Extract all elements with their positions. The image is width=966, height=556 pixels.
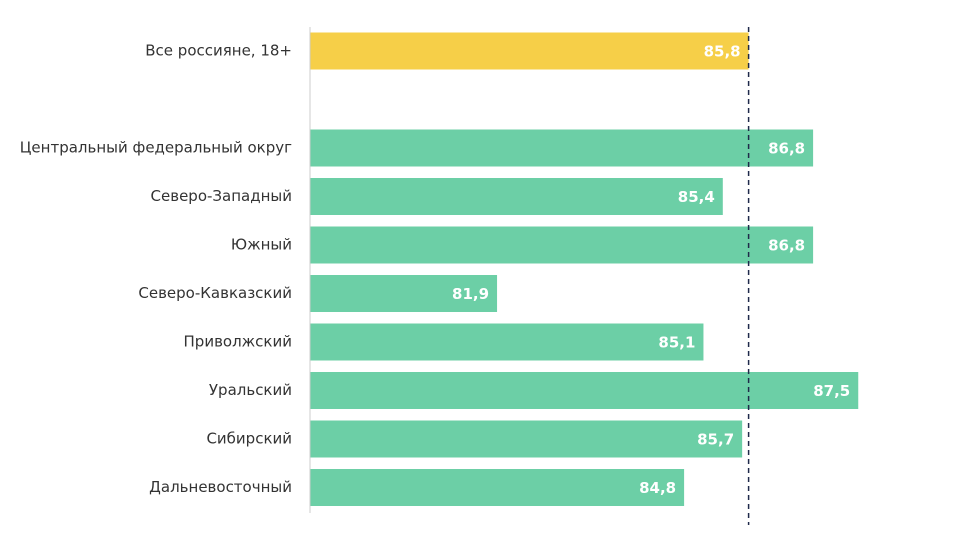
bar [310, 275, 498, 312]
category-label: Северо-Кавказский [138, 284, 292, 302]
category-label: Южный [231, 236, 292, 254]
category-label: Сибирский [206, 430, 292, 448]
bar [310, 178, 723, 215]
category-label: Приволжский [184, 333, 292, 351]
bar [310, 226, 814, 264]
bar [310, 323, 704, 361]
bar [310, 372, 859, 409]
value-label: 85,7 [697, 431, 734, 449]
category-label: Центральный федеральный округ [20, 139, 292, 157]
bar [310, 469, 685, 506]
value-label: 87,5 [813, 382, 850, 400]
value-label: 85,1 [658, 334, 695, 352]
category-label: Уральский [209, 381, 292, 399]
value-label: 84,8 [639, 479, 676, 497]
category-label: Все россияне, 18+ [145, 42, 292, 60]
value-label: 85,8 [704, 43, 741, 61]
value-label: 86,8 [768, 140, 805, 158]
category-label: Северо-Западный [151, 187, 292, 205]
bar [310, 420, 743, 458]
value-label: 86,8 [768, 237, 805, 255]
value-label: 85,4 [678, 188, 715, 206]
value-label: 81,9 [452, 285, 489, 303]
bar [310, 32, 749, 70]
category-label: Дальневосточный [149, 478, 292, 496]
bar [310, 129, 814, 167]
